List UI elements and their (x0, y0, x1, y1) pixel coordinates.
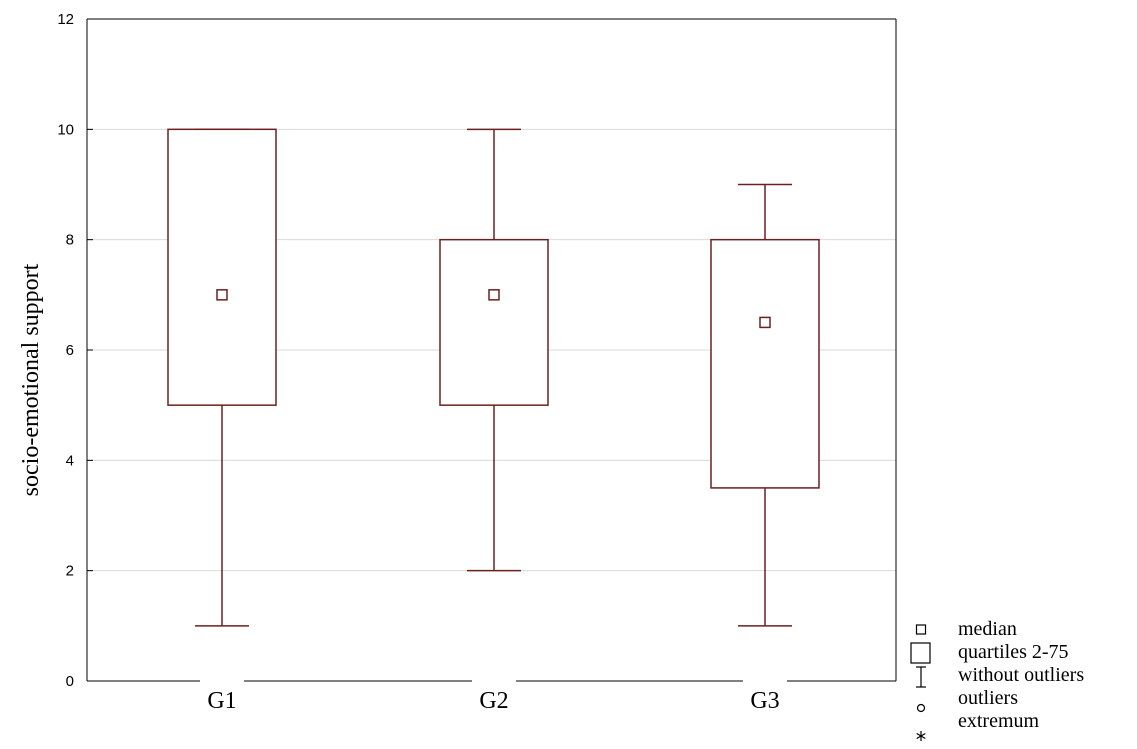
legend-label: without outliers (958, 664, 1084, 686)
box-g2 (439, 128, 549, 572)
legend-box-icon (910, 642, 931, 664)
legend-item-circle: outliers (916, 687, 1018, 713)
median-marker (759, 316, 771, 329)
legend-label: extremum (958, 710, 1040, 732)
box-g3 (710, 183, 820, 627)
category-label-g1: G1 (207, 688, 236, 714)
category-label-g3: G3 (750, 688, 779, 714)
y-tick-label: 2 (66, 563, 74, 580)
legend-label: median (958, 618, 1017, 640)
y-tick-label: 8 (66, 232, 74, 249)
legend-label: outliers (958, 687, 1018, 709)
tick-labels: 0 2 4 6 8 10 12 (57, 11, 93, 690)
y-tick-label: 10 (57, 121, 74, 138)
y-tick-label: 4 (66, 452, 74, 469)
y-tick-label: 6 (66, 342, 74, 359)
median-marker (216, 289, 228, 301)
y-tick-label: 0 (66, 673, 74, 690)
legend-item-asterisk: extremum (916, 710, 1040, 741)
legend-asterisk-icon (916, 731, 926, 741)
median-marker (488, 289, 500, 301)
y-axis-label: socio-emotional support (18, 263, 44, 496)
box-g1 (167, 128, 277, 627)
legend-median-icon (915, 624, 927, 635)
category-labels: G1 G2 G3 (207, 688, 779, 714)
boxes (167, 128, 820, 627)
quartile-box (167, 128, 277, 406)
legend-item-box: quartiles 2-75 (910, 641, 1069, 664)
legend-outlier-icon (916, 703, 926, 713)
quartile-box (439, 238, 549, 406)
legend-item-median-square: median (915, 618, 1017, 640)
category-label-g2: G2 (479, 688, 508, 714)
legend-asterisk-stroke (916, 732, 926, 740)
y-tick-label: 12 (57, 11, 74, 28)
legend-item-whisker: without outliers (916, 664, 1084, 688)
legend-label: quartiles 2-75 (958, 641, 1069, 663)
quartile-box (710, 238, 820, 489)
